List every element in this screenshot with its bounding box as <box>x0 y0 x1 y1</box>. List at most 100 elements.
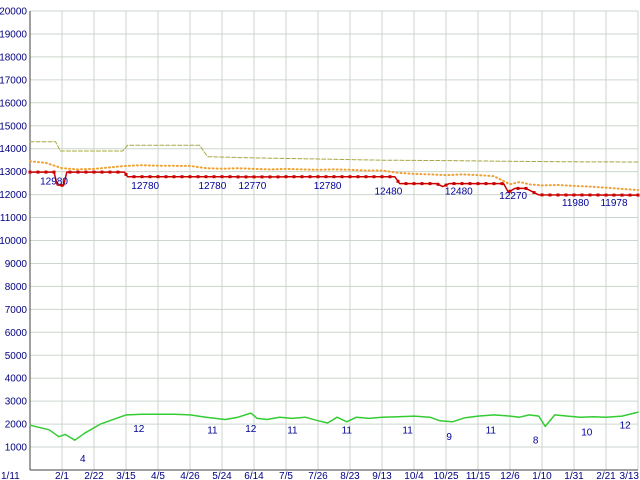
x-axis-label: 1/31 <box>564 471 584 480</box>
store-count-value-label: 11 <box>342 425 353 436</box>
lowest-price-value-label: 12980 <box>40 176 68 187</box>
series-lowest-price-marker <box>508 189 512 193</box>
y-axis-label: 11000 <box>0 213 27 224</box>
series-lowest-price-marker <box>68 170 72 174</box>
series-lowest-price-marker <box>636 193 640 197</box>
series-lowest-price-marker <box>484 182 488 186</box>
lowest-price-value-label: 12780 <box>314 181 342 192</box>
series-lowest-price-marker <box>292 175 296 179</box>
series-lowest-price-marker <box>412 182 416 186</box>
series-lowest-price-marker <box>220 175 224 179</box>
series-average-price <box>29 160 639 191</box>
series-lowest-price-marker <box>348 175 352 179</box>
series-lowest-price-marker <box>340 175 344 179</box>
lowest-price-value-label: 11978 <box>600 198 628 209</box>
series-lowest-price-marker <box>300 175 304 179</box>
series-lowest-price-marker <box>452 182 456 186</box>
series-lowest-price-marker <box>628 193 632 197</box>
series-lowest-price-marker <box>596 193 600 197</box>
series-lowest-price-marker <box>556 193 560 197</box>
series-lowest-price-marker <box>604 193 608 197</box>
series-lowest-price-marker <box>164 175 168 179</box>
store-count-value-label: 4 <box>80 454 86 465</box>
series-lowest-price-marker <box>308 175 312 179</box>
y-axis-label: 13000 <box>0 167 27 178</box>
series-lowest-price-marker <box>548 193 552 197</box>
series-lowest-price-marker <box>372 175 376 179</box>
series-lowest-price-marker <box>380 175 384 179</box>
series-lowest-price-marker <box>588 193 592 197</box>
series-lowest-price-marker <box>516 186 520 190</box>
lowest-price-value-label: 12480 <box>374 187 402 198</box>
series-lowest-price-marker <box>196 175 200 179</box>
lowest-price-value-label: 12780 <box>131 181 159 192</box>
series-lowest-price-marker <box>100 170 104 174</box>
y-axis-label: 5000 <box>5 351 28 362</box>
store-count-value-label: 9 <box>446 432 452 443</box>
series-lowest-price-marker <box>460 182 464 186</box>
lowest-price-value-label: 11980 <box>562 198 590 209</box>
series-lowest-price-marker <box>396 179 400 183</box>
x-axis-label: 9/13 <box>372 471 392 480</box>
store-count-value-label: 12 <box>620 421 632 432</box>
series-lowest-price-marker <box>228 175 232 179</box>
series-lowest-price-marker <box>564 193 568 197</box>
x-axis-label: 6/14 <box>244 471 264 480</box>
lowest-price-value-label: 12770 <box>238 181 266 192</box>
series-lowest-price-marker <box>316 175 320 179</box>
series-lowest-price-marker <box>244 175 248 179</box>
series-lowest-price-marker <box>44 170 48 174</box>
series-lowest-price-marker <box>204 175 208 179</box>
y-axis-label: 1000 <box>5 443 28 454</box>
series-lowest-price-marker <box>92 170 96 174</box>
y-axis-label: 6000 <box>5 328 28 339</box>
series-lowest-price-marker <box>60 183 64 187</box>
y-axis-label: 10000 <box>0 236 27 247</box>
x-axis-label: 8/23 <box>340 471 360 480</box>
x-axis-label: 10/25 <box>433 471 458 480</box>
series-lowest-price-marker <box>212 175 216 179</box>
x-axis-label: 2/22 <box>84 471 104 480</box>
store-count-value-label: 11 <box>207 425 218 436</box>
series-lowest-price-marker <box>132 175 136 179</box>
series-lowest-price-marker <box>620 193 624 197</box>
y-axis-label: 8000 <box>5 282 28 293</box>
series-lowest-price-marker <box>236 175 240 179</box>
lowest-price-value-label: 12780 <box>198 181 226 192</box>
series-lowest-price-marker <box>268 175 272 179</box>
series-lowest-price-marker <box>172 175 176 179</box>
series-lowest-price-marker <box>52 170 56 174</box>
series-lowest-price-marker <box>612 193 616 197</box>
series-lowest-price-marker <box>140 175 144 179</box>
series-lowest-price-marker <box>476 182 480 186</box>
x-axis-label: 2/21 <box>596 471 616 480</box>
x-axis-label: 5/24 <box>212 471 232 480</box>
y-axis-label: 16000 <box>0 98 27 109</box>
series-lowest-price-marker <box>404 182 408 186</box>
y-axis-label: 17000 <box>0 75 27 86</box>
x-axis-label: 4/26 <box>180 471 200 480</box>
series-lowest-price-marker <box>524 186 528 190</box>
x-axis-label: 3/15 <box>116 471 136 480</box>
y-axis-label: 9000 <box>5 259 28 270</box>
series-highest-price <box>29 141 639 163</box>
series-lowest-price <box>29 171 639 196</box>
series-lowest-price-marker <box>540 193 544 197</box>
series-lowest-price-marker <box>28 170 32 174</box>
series-lowest-price-marker <box>76 170 80 174</box>
x-axis-label: 11/15 <box>466 471 491 480</box>
x-axis-label: 10/4 <box>404 471 424 480</box>
series-lowest-price-marker <box>276 175 280 179</box>
series-lowest-price-marker <box>572 193 576 197</box>
series-lowest-price-marker <box>188 175 192 179</box>
series-lowest-price-marker <box>388 175 392 179</box>
y-axis-label: 12000 <box>0 190 27 201</box>
x-axis-label: 3/13 <box>620 471 640 480</box>
series-lowest-price-marker <box>36 170 40 174</box>
x-axis-label: 1/10 <box>532 471 552 480</box>
series-lowest-price-marker <box>500 182 504 186</box>
x-axis-label: 1/11 <box>1 471 20 480</box>
series-lowest-price-marker <box>324 175 328 179</box>
series-lowest-price-marker <box>428 182 432 186</box>
